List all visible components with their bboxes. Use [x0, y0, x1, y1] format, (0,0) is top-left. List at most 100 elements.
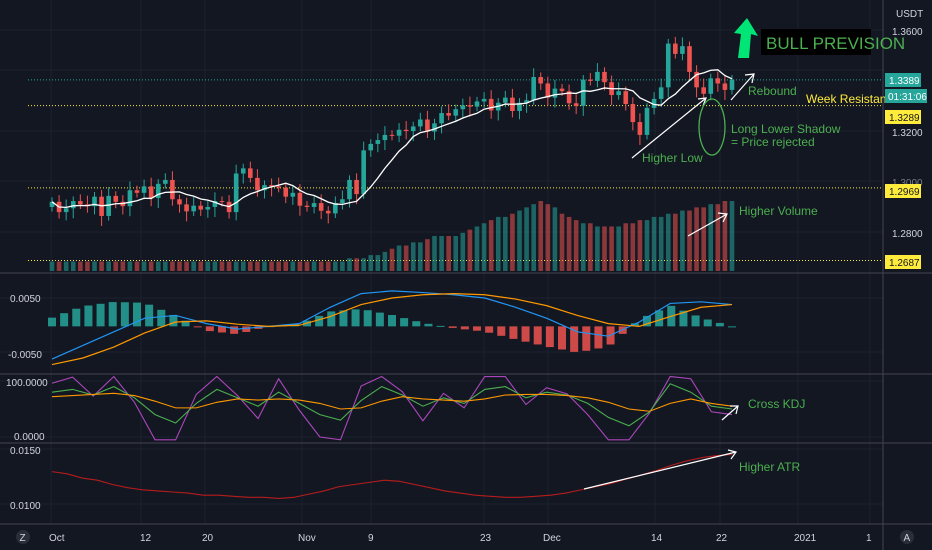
volume-bar: [446, 236, 451, 271]
candle-body: [602, 71, 607, 83]
auto-scale-icon[interactable]: A: [900, 530, 914, 544]
candle-body: [665, 43, 671, 88]
macd-hist-bar: [351, 309, 360, 327]
macd-hist-bar: [582, 326, 591, 351]
kdj-tick: 0.0000: [14, 432, 45, 443]
volume-bar: [474, 226, 480, 271]
macd-hist-bar: [436, 325, 445, 327]
volume-bar: [673, 213, 678, 271]
volume-bar: [687, 210, 692, 271]
macd-hist-bar: [230, 326, 239, 334]
last-price-badge: [885, 73, 921, 87]
macd-hist-bar: [133, 302, 141, 327]
countdown-badge: [885, 89, 927, 103]
macd-hist-bar: [84, 305, 93, 327]
macd-hist-bar: [715, 322, 724, 327]
volume-bar: [396, 245, 402, 271]
candle-body: [651, 98, 657, 108]
currency-label: USDT: [896, 9, 923, 20]
volume-bar: [623, 223, 629, 271]
macd-hist-bar: [485, 326, 494, 333]
volume-bar: [297, 261, 303, 271]
volume-bar: [262, 261, 267, 271]
macd-hist-bar: [691, 315, 700, 327]
volume-bar: [531, 204, 536, 271]
volume-bar: [70, 261, 76, 271]
candle-body: [347, 179, 352, 200]
candle-body: [106, 195, 111, 216]
candle-body: [694, 71, 699, 88]
volume-bar: [148, 261, 154, 271]
logo-icon[interactable]: Z: [16, 530, 30, 544]
shadow-label-2: = Price rejected: [731, 135, 815, 149]
volume-bar: [177, 261, 182, 271]
candle-body: [595, 71, 600, 81]
moving-average-line: [51, 69, 733, 209]
volume-bar: [205, 261, 211, 271]
time-label: Oct: [49, 533, 65, 544]
candle-body: [283, 187, 289, 197]
candle-body: [517, 102, 522, 111]
candle-body: [708, 78, 714, 94]
volume-bar: [248, 261, 253, 271]
macd-hist-bar: [424, 323, 433, 327]
volume-bar: [481, 223, 487, 271]
volume-bar: [155, 261, 161, 271]
macd-hist-bar: [400, 318, 409, 327]
price-scale[interactable]: USDT 1.3600 1.3200 1.2800 1.3000: [892, 9, 923, 240]
volume-bar: [325, 261, 331, 271]
candle-body: [368, 143, 374, 151]
svg-text:A: A: [904, 533, 911, 544]
volume-bar: [368, 255, 374, 271]
candle-body: [212, 201, 218, 207]
volume-bar: [163, 261, 168, 271]
volume-bar: [616, 226, 621, 271]
candle-body: [467, 105, 473, 107]
volume-bar: [722, 201, 728, 271]
time-axis[interactable]: Oct 12 20 Nov 9 23 Dec 14 22 2021 1: [49, 533, 872, 544]
candle-body: [198, 205, 204, 210]
candle-body: [658, 87, 664, 99]
candle-body: [219, 201, 225, 203]
volume-bar: [403, 245, 409, 271]
macd-hist-bar: [193, 326, 202, 328]
macd-hist-bar: [108, 302, 117, 327]
annotation-arrows: [583, 73, 755, 490]
macd-line: [51, 290, 733, 360]
candle-body: [588, 79, 593, 81]
volume-bar: [637, 220, 643, 271]
candle-body: [290, 192, 296, 197]
volume-bar: [559, 213, 565, 271]
candle-body: [425, 119, 430, 132]
macd-hist-bar: [473, 326, 481, 331]
volume-bar: [212, 261, 218, 271]
macd-hist-bar: [72, 308, 81, 327]
candle-body: [191, 205, 196, 212]
shadow-label-1: Long Lower Shadow: [731, 122, 841, 136]
volume-bar: [410, 242, 416, 271]
candle-body: [701, 87, 706, 94]
candle-body: [460, 105, 466, 110]
time-label: 22: [716, 533, 728, 544]
volume-bar: [219, 261, 225, 271]
candle-body: [63, 208, 69, 213]
candle-body: [269, 185, 274, 187]
svg-text:Z: Z: [20, 533, 26, 544]
candle-body: [389, 134, 395, 136]
kdj-j-line: [51, 375, 733, 441]
candle-body: [127, 190, 133, 207]
candle-body: [248, 168, 253, 178]
candle-body: [715, 78, 721, 84]
volume-bar: [85, 261, 90, 271]
macd-hist-bar: [545, 326, 554, 348]
volume-bar: [552, 207, 558, 271]
candle-body: [722, 83, 728, 90]
macd-hist-bar: [169, 314, 178, 327]
level-1-badge: [885, 184, 921, 198]
indicator-scales: 0.0050 -0.0050 100.0000 0.0000 0.0150 0.…: [6, 294, 48, 512]
volume-bar: [49, 261, 55, 271]
candle-body: [134, 190, 140, 193]
